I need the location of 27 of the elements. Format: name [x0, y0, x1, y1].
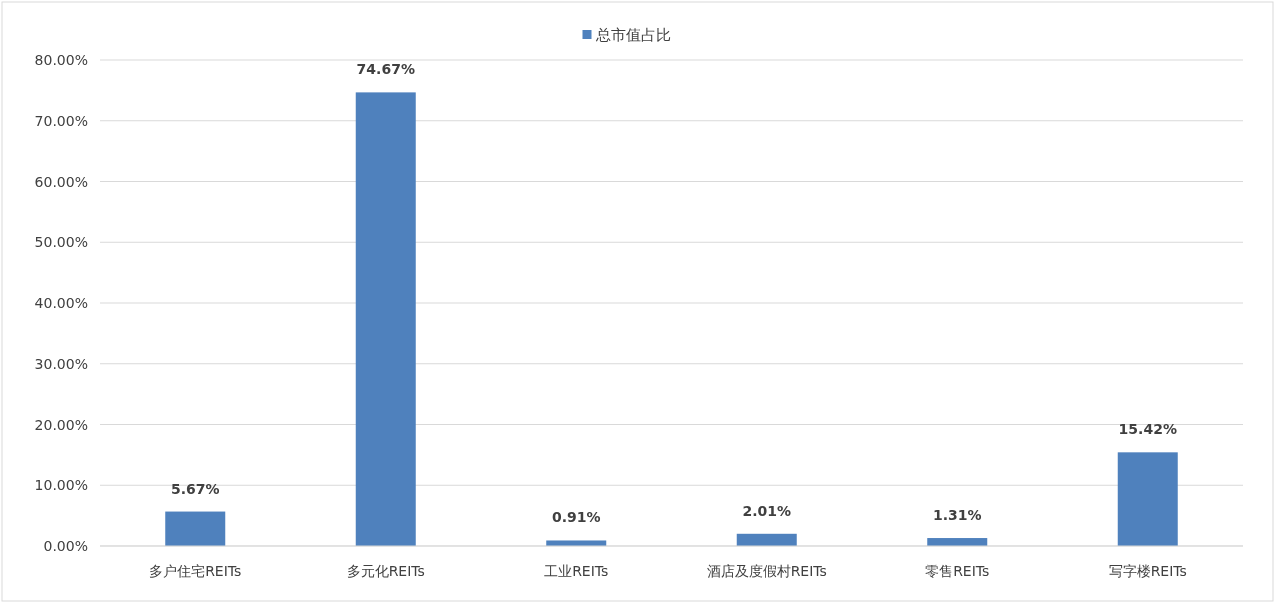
x-tick-label: 酒店及度假村REITs	[706, 563, 827, 579]
y-tick-label: 80.00%	[34, 52, 88, 68]
y-tick-label: 50.00%	[34, 234, 88, 251]
x-tick-label: 写字楼REITs	[1108, 563, 1187, 579]
bar	[355, 92, 416, 546]
y-tick-label: 0.00%	[43, 538, 88, 554]
bar	[546, 540, 607, 546]
y-tick-label: 10.00%	[34, 477, 88, 494]
x-tick-label: 工业REITs	[544, 563, 609, 579]
x-tick-label: 零售REITs	[925, 563, 990, 579]
bar	[165, 511, 226, 546]
x-tick-label: 多户住宅REITs	[149, 563, 242, 579]
y-tick-label: 30.00%	[34, 355, 88, 372]
data-label: 2.01%	[742, 502, 792, 519]
data-label: 0.91%	[551, 509, 601, 526]
bar	[1117, 452, 1178, 546]
y-tick-label: 40.00%	[34, 295, 88, 311]
y-tick-label: 60.00%	[34, 173, 88, 190]
data-label: 15.42%	[1118, 421, 1177, 438]
y-tick-label: 70.00%	[34, 112, 88, 129]
legend-label: 总市值占比	[594, 26, 671, 44]
data-label: 1.31%	[932, 507, 982, 524]
y-tick-label: 20.00%	[34, 416, 88, 433]
x-tick-label: 多元化REITs	[346, 563, 425, 579]
data-label: 5.67%	[170, 480, 220, 497]
bar	[736, 533, 797, 546]
data-label: 74.67%	[356, 61, 415, 78]
